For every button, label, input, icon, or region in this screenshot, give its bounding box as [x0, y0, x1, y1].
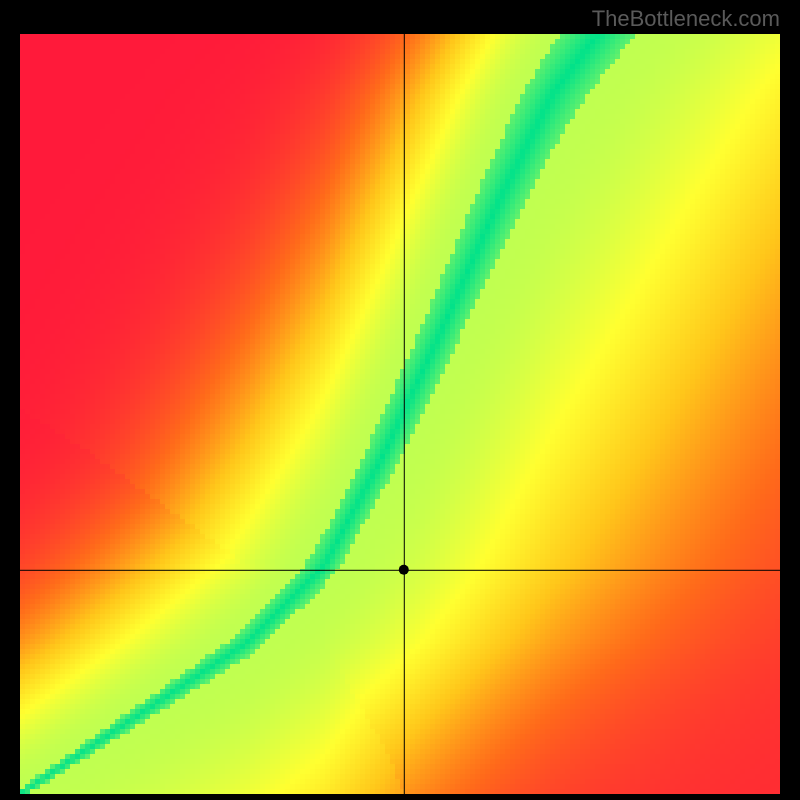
heatmap-canvas: [20, 34, 780, 794]
heatmap-plot: [20, 34, 780, 794]
watermark-text: TheBottleneck.com: [592, 6, 780, 32]
chart-container: TheBottleneck.com: [0, 0, 800, 800]
